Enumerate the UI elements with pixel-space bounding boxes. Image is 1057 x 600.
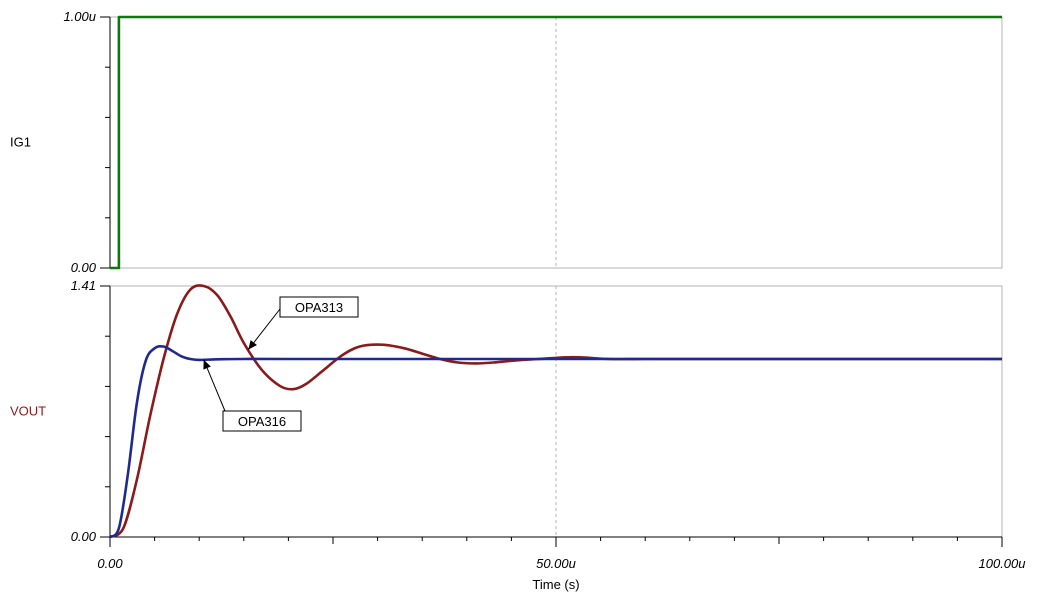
y-tick-label-0-max: 1.00u [63, 9, 96, 24]
x-tick-label-0: 0.00 [97, 556, 123, 571]
callout-arrow-opa316 [203, 359, 211, 370]
x-axis-title: Time (s) [532, 577, 579, 592]
callout-box-opa316 [222, 410, 302, 432]
callout-leader-opa316 [203, 359, 226, 412]
y-tick-label-1-min: 0.00 [71, 529, 97, 544]
x-tick-label-2: 100.00u [979, 556, 1026, 571]
series-line-1-opa316 [109, 344, 1002, 539]
callout-box-opa313 [279, 296, 359, 318]
x-tick-label-1: 50.00u [536, 556, 576, 571]
callout-label-opa313: OPA313 [295, 300, 343, 315]
y-axis-title-1: VOUT [10, 404, 46, 419]
callout-label-opa316: OPA316 [238, 414, 286, 429]
y-tick-label-1-max: 1.41 [71, 278, 96, 293]
y-tick-label-0-min: 0.00 [71, 260, 97, 275]
y-axis-title-0: IG1 [10, 135, 31, 150]
callout-arrow-opa313 [248, 340, 257, 350]
series-line-0-0 [110, 15, 1002, 270]
